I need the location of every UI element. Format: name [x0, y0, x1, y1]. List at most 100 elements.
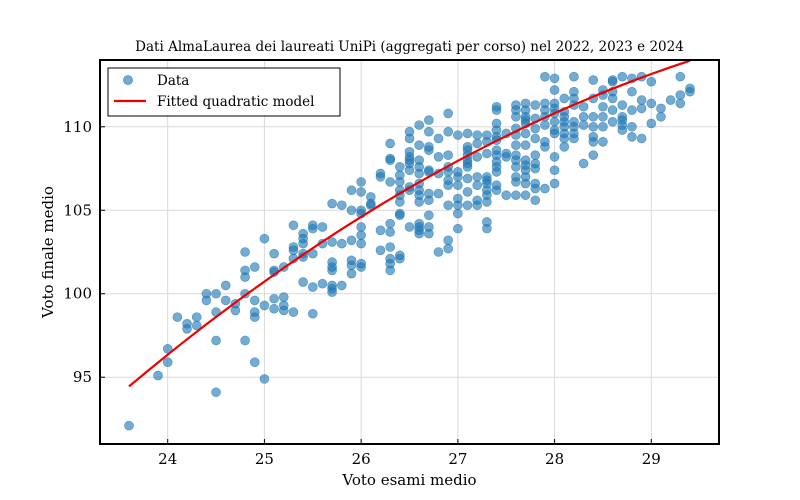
data-point [520, 190, 531, 201]
data-point [549, 98, 560, 109]
data-point [520, 155, 531, 165]
data-point [588, 75, 599, 85]
data-point [288, 220, 299, 231]
plot-frame [99, 59, 720, 445]
data-point [336, 238, 347, 249]
data-point [578, 111, 589, 122]
data-point [530, 150, 541, 160]
data-point [559, 93, 570, 104]
data-point [220, 295, 231, 306]
data-point [511, 190, 521, 201]
data-point [617, 100, 628, 110]
data-point [578, 101, 589, 112]
data-point [530, 123, 541, 134]
data-point [220, 280, 231, 291]
x-tick-label: 26 [352, 450, 371, 468]
data-point [675, 90, 686, 100]
data-point [598, 137, 608, 147]
data-point [472, 172, 483, 182]
data-point [472, 152, 483, 162]
data-point [414, 140, 424, 150]
data-point [443, 200, 453, 211]
data-point [269, 293, 279, 304]
data-point [356, 258, 366, 269]
data-point [327, 198, 337, 209]
data-point [501, 148, 512, 159]
data-point [249, 262, 260, 272]
fit-line [128, 59, 691, 388]
data-point [433, 247, 444, 257]
data-point [598, 111, 608, 122]
data-point [549, 152, 560, 162]
y-tick-label: 95 [73, 368, 92, 386]
data-point [182, 323, 192, 334]
data-point [375, 245, 386, 256]
data-point [530, 178, 541, 189]
data-point [288, 307, 299, 317]
data-point [259, 374, 270, 384]
data-point [607, 75, 618, 85]
x-tick-label: 29 [642, 450, 661, 468]
data-point [636, 133, 647, 144]
data-point [453, 167, 463, 177]
data-point [453, 180, 463, 191]
data-point [569, 86, 579, 97]
data-point [443, 243, 453, 254]
data-point [569, 116, 579, 127]
data-point [404, 126, 415, 137]
data-point [317, 278, 328, 289]
data-point [482, 217, 492, 227]
data-point [549, 73, 560, 84]
data-point [540, 183, 550, 194]
data-point [569, 71, 579, 82]
x-tick-label: 25 [255, 450, 274, 468]
data-point [520, 128, 531, 139]
data-point [549, 116, 560, 127]
data-point [249, 295, 260, 306]
axis-ticks: 24 25 26 27 28 29 95 100 105 110 [63, 118, 660, 468]
data-point [404, 222, 415, 232]
data-point [636, 103, 647, 114]
data-point [549, 125, 560, 135]
data-point [530, 195, 541, 206]
data-point [540, 98, 550, 109]
legend-box [107, 67, 341, 117]
data-point [433, 152, 444, 162]
data-point [191, 312, 202, 322]
data-point [578, 120, 589, 130]
data-point [607, 116, 618, 127]
data-point [549, 165, 560, 175]
data-point [356, 205, 366, 216]
data-point [385, 218, 395, 229]
y-tick-label: 110 [63, 118, 92, 136]
data-point [346, 268, 357, 279]
legend-scatter-marker [123, 75, 133, 85]
data-point [472, 195, 483, 206]
data-point [598, 101, 608, 112]
data-point [424, 210, 434, 221]
data-point [627, 105, 637, 115]
data-point [511, 150, 521, 160]
data-point [462, 187, 473, 197]
data-point [520, 98, 531, 109]
data-point [346, 255, 357, 266]
data-point [627, 121, 637, 132]
data-point [298, 228, 308, 239]
data-point [462, 142, 473, 152]
data-point [665, 95, 676, 105]
x-tick-label: 27 [448, 450, 467, 468]
data-point [424, 126, 434, 137]
data-point [307, 220, 318, 231]
data-point [646, 76, 657, 87]
data-point [433, 133, 444, 144]
data-point [249, 307, 260, 317]
data-point [453, 130, 463, 140]
data-point [385, 242, 395, 252]
data-point [201, 288, 212, 299]
data-point [336, 280, 347, 291]
data-point [424, 165, 434, 175]
data-point [549, 178, 560, 189]
data-point [656, 111, 666, 122]
data-point [472, 180, 483, 191]
data-point [453, 193, 463, 204]
